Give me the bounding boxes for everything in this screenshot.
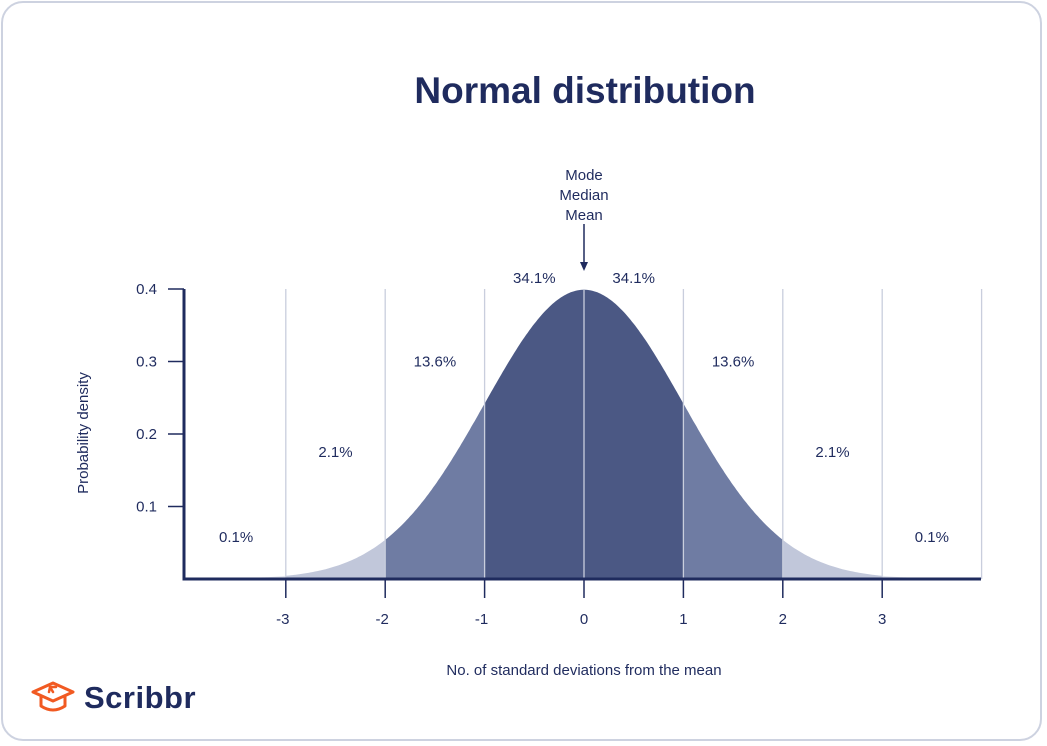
chart-title: Normal distribution [414,70,756,111]
x-tick-label: -1 [475,611,488,628]
arrow-down-icon [580,262,588,271]
region-label: 0.1% [219,529,253,546]
annotation-text: Mean [565,207,603,224]
region-5 [683,403,783,579]
y-tick-label: 0.4 [136,281,157,298]
region-4 [584,289,684,579]
region-label: 2.1% [815,444,849,461]
region-label: 2.1% [318,444,352,461]
region-2 [385,403,485,579]
region-label: 13.6% [712,354,755,371]
region-1 [285,539,386,579]
x-tick-label: 2 [779,611,787,628]
x-tick-label: -3 [276,611,289,628]
region-label: 34.1% [612,270,655,287]
annotation-text: Mode [565,167,603,184]
y-tick-label: 0.2 [136,426,157,443]
region-label: 13.6% [414,354,457,371]
x-tick-label: 0 [580,611,588,628]
region-6 [782,539,883,579]
y-tick-label: 0.3 [136,354,157,371]
x-axis-label: No. of standard deviations from the mean [446,662,721,679]
x-tick-label: -2 [376,611,389,628]
logo-text: Scribbr [84,680,197,715]
graduation-cap-icon [31,681,75,712]
scribbr-logo: Scribbr [30,680,196,716]
x-tick-label: 3 [878,611,886,628]
y-tick-label: 0.1 [136,499,157,516]
region-3 [484,289,584,579]
region-label: 0.1% [915,529,949,546]
y-axis-label: Probability density [75,372,92,494]
annotation-text: Median [559,187,608,204]
x-tick-label: 1 [679,611,687,628]
region-label: 34.1% [513,270,556,287]
